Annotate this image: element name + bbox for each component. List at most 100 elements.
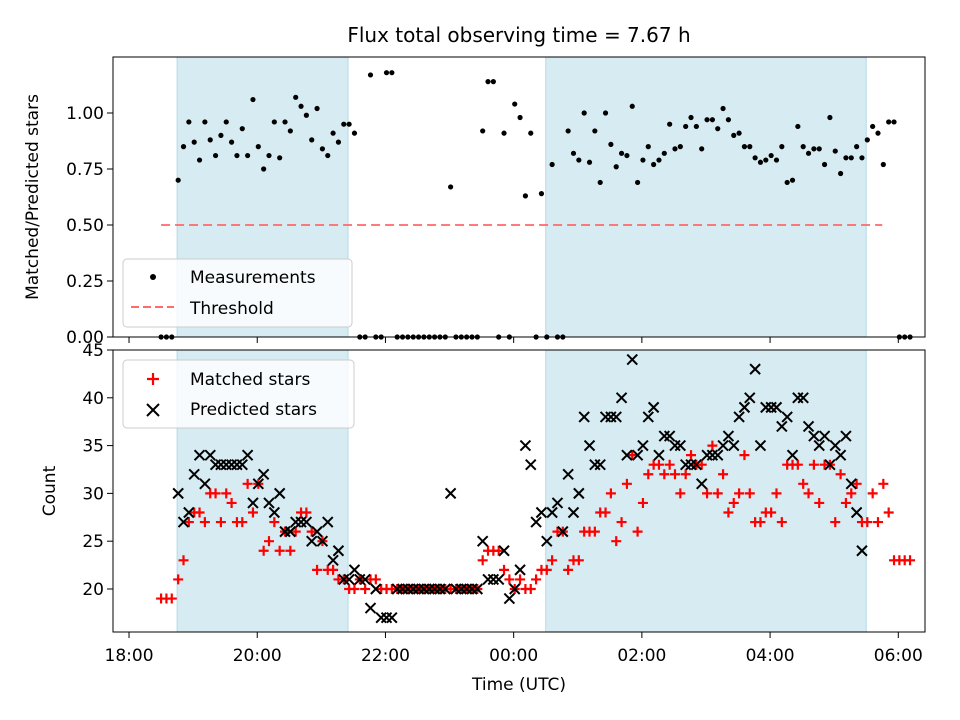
matched-star-point [696, 459, 707, 470]
measurement-point [186, 119, 192, 125]
predicted-star-point [482, 573, 494, 586]
y-tick-label: 0.75 [66, 160, 104, 180]
matched-star-point [215, 517, 226, 528]
measurement-point [207, 137, 213, 143]
measurement-point [277, 155, 283, 161]
matched-star-point [573, 555, 584, 566]
predicted-star-point [653, 449, 665, 461]
matched-star-point [493, 545, 504, 556]
predicted-star-point [535, 506, 548, 519]
matched-star-point [328, 564, 339, 575]
matched-star-point [643, 469, 654, 480]
predicted-star-point [728, 439, 740, 452]
measurement-point [864, 137, 870, 143]
measurement-point [693, 123, 699, 130]
measurement-point [731, 132, 737, 138]
x-tick-label: 18:00 [105, 646, 154, 666]
legend-measurements-marker [150, 274, 156, 280]
matched-star-point [872, 517, 883, 528]
predicted-star-point [273, 487, 286, 500]
predicted-star-point [257, 468, 270, 480]
measurement-point [870, 123, 876, 130]
matched-star-point [766, 507, 777, 518]
bottom-legend-frame [122, 359, 355, 429]
measurement-point [480, 128, 486, 134]
measurement-point [528, 130, 534, 136]
predicted-star-point [562, 468, 574, 480]
predicted-star-point [637, 439, 649, 452]
bottom-panel: 20 25 30 35 40 45 18:00 20:00 22:00 00:00 02:00 04… [40, 341, 926, 695]
predicted-star-point [738, 401, 751, 414]
matched-star-point [183, 517, 194, 528]
measurement-point [699, 146, 705, 152]
top-legend-frame [122, 258, 353, 328]
predicted-star-point [386, 611, 398, 624]
measurement-point [768, 152, 774, 159]
measurement-point [656, 157, 662, 163]
predicted-star-point [695, 478, 708, 490]
matched-star-point [707, 440, 718, 451]
matched-star-point [306, 526, 317, 537]
predicted-star-point [492, 573, 505, 586]
matched-star-point [776, 517, 787, 528]
measurement-point [747, 144, 753, 150]
measurement-point [570, 150, 577, 156]
predicted-star-point [551, 497, 564, 509]
measurement-point [880, 161, 886, 168]
measurement-point [667, 121, 673, 127]
predicted-star-point [626, 353, 638, 366]
predicted-star-point [316, 535, 329, 547]
matched-star-point [605, 488, 616, 499]
predicted-star-point [776, 420, 788, 433]
matched-star-point [664, 459, 675, 470]
legend-predicted-marker [146, 403, 160, 417]
measurement-point [773, 157, 780, 163]
measurement-point [448, 184, 454, 190]
measurement-point [677, 144, 683, 150]
matched-star-point [712, 488, 723, 499]
matched-star-point [360, 583, 371, 594]
matched-star-point [702, 488, 713, 499]
predicted-star-point [631, 449, 644, 461]
predicted-star-point [359, 573, 371, 586]
predicted-star-point [199, 478, 211, 490]
measurement-point [859, 155, 865, 161]
matched-star-point [370, 574, 381, 585]
measurement-point [512, 101, 518, 107]
measurement-point [843, 155, 849, 161]
predicted-star-point [263, 497, 275, 509]
predicted-star-point [840, 430, 852, 442]
matched-star-point [600, 507, 611, 518]
predicted-stars-points [172, 353, 868, 624]
matched-star-point [637, 497, 648, 508]
matched-star-point [290, 526, 301, 537]
predicted-star-point [370, 583, 382, 595]
matched-star-point [686, 450, 697, 461]
predicted-star-point [770, 401, 783, 414]
predicted-star-point [824, 459, 836, 471]
matched-star-point [840, 497, 851, 508]
measurement-point [293, 94, 299, 100]
predicted-star-point [236, 459, 248, 471]
matched-star-point [862, 517, 873, 528]
predicted-star-point [813, 439, 825, 452]
measurement-point [800, 144, 806, 150]
predicted-star-point [749, 363, 761, 375]
legend-measurements-label: Measurements [190, 268, 316, 288]
predicted-star-point [781, 411, 793, 423]
measurement-point [592, 128, 598, 134]
top-y-ticks: 0.00 0.25 0.50 0.75 1.00 [66, 104, 113, 348]
predicted-star-point [567, 506, 580, 519]
matched-star-point [178, 555, 189, 566]
measurement-point [234, 152, 240, 159]
measurement-point [335, 139, 342, 145]
predicted-star-point [252, 478, 265, 490]
x-tick-label: 06:00 [874, 646, 923, 666]
matched-star-point [744, 488, 755, 499]
bottom-y-axis-label: Count [40, 465, 60, 516]
predicted-star-point [306, 535, 318, 547]
matched-star-point [905, 555, 916, 566]
predicted-star-point [177, 516, 190, 528]
predicted-star-point [674, 439, 687, 452]
matched-star-point [611, 536, 622, 547]
